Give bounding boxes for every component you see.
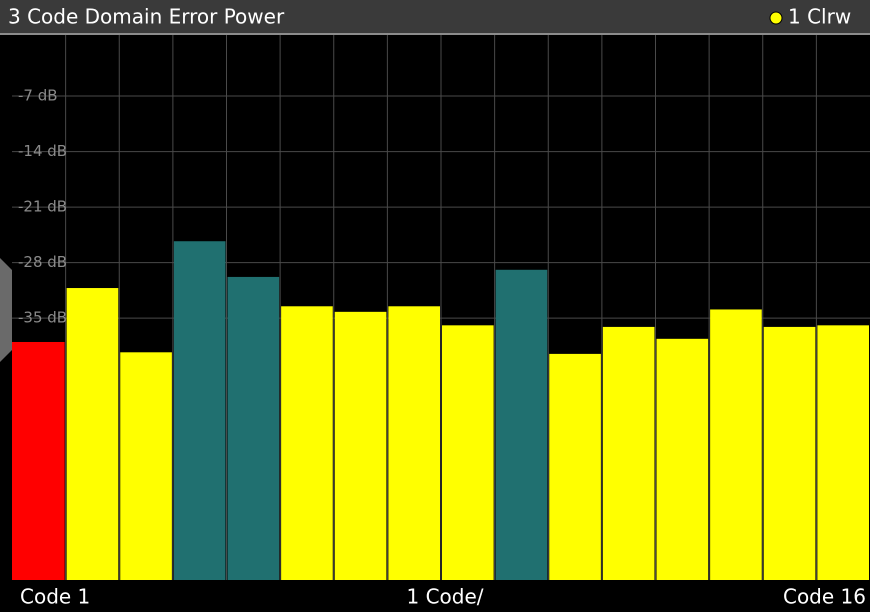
side-tab xyxy=(0,258,12,362)
footer-bar xyxy=(0,581,870,612)
y-tick-label: -35 dB xyxy=(18,309,67,327)
title-bar xyxy=(0,0,870,34)
bar xyxy=(602,326,655,580)
bar xyxy=(763,326,816,580)
bar xyxy=(549,353,601,580)
bar xyxy=(388,306,440,580)
bar xyxy=(120,352,172,580)
y-tick-label: -21 dB xyxy=(18,198,67,216)
bar xyxy=(281,306,333,580)
x-center-label: 1 Code/ xyxy=(406,585,483,609)
plot: -7 dB -14 dB -21 dB -28 dB -35 dB xyxy=(12,35,870,580)
trace-label: 1 Clrw xyxy=(788,5,851,29)
bar xyxy=(656,338,709,580)
bar xyxy=(334,311,387,580)
bar xyxy=(817,325,869,580)
bar xyxy=(66,288,119,580)
bar xyxy=(173,241,226,580)
bar xyxy=(12,341,65,580)
y-tick-label: -7 dB xyxy=(18,87,58,105)
x-start-label: Code 1 xyxy=(20,585,90,609)
y-tick-label: -14 dB xyxy=(18,142,67,160)
bar xyxy=(710,309,762,580)
bar xyxy=(495,269,548,580)
bar xyxy=(227,276,280,580)
trace-dot xyxy=(769,11,783,25)
x-end-label: Code 16 xyxy=(783,585,866,609)
chart-title: 3 Code Domain Error Power xyxy=(8,5,285,29)
bar xyxy=(442,325,494,580)
y-tick-label: -28 dB xyxy=(18,253,67,271)
